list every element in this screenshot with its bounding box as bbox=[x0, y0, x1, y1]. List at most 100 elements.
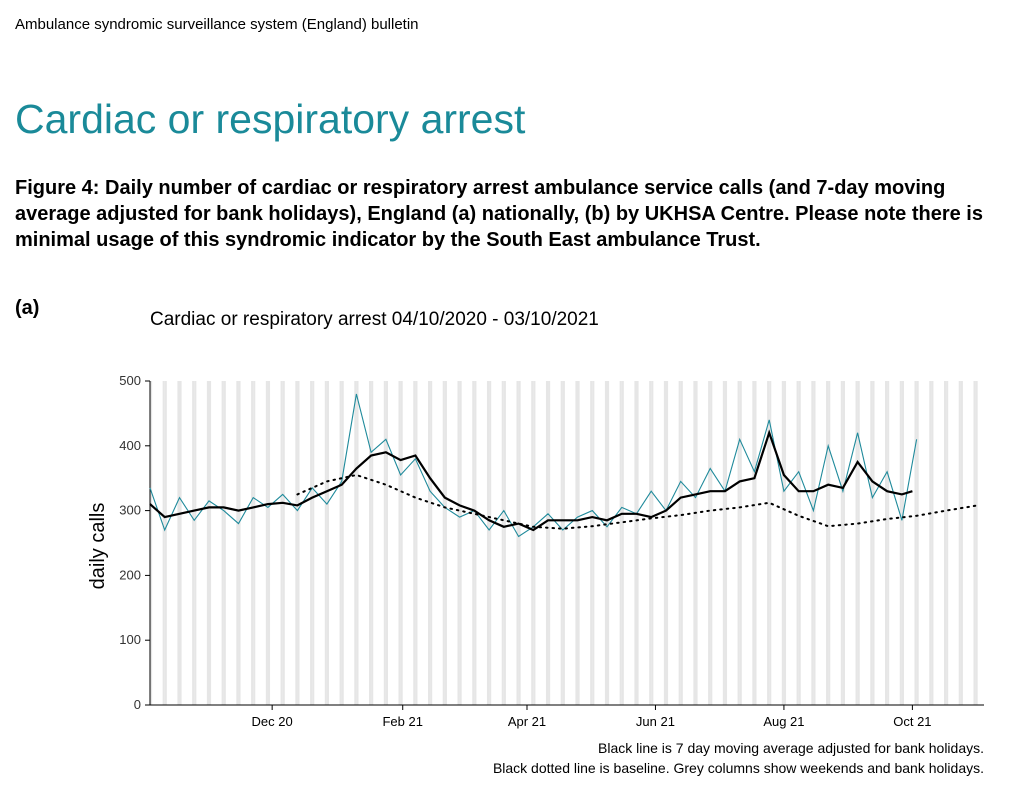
footnote-baseline: Black dotted line is baseline. Grey colu… bbox=[492, 760, 984, 776]
weekend-column bbox=[590, 381, 593, 705]
weekend-column bbox=[192, 381, 195, 705]
weekend-column bbox=[486, 381, 490, 705]
weekend-column bbox=[695, 381, 698, 705]
weekend-column bbox=[604, 381, 608, 705]
weekend-column bbox=[503, 381, 506, 705]
weekend-column bbox=[975, 381, 978, 705]
weekend-column bbox=[295, 381, 298, 705]
y-tick-label: 0 bbox=[134, 697, 141, 712]
weekend-column bbox=[518, 381, 521, 705]
weekend-column bbox=[312, 381, 315, 705]
weekend-column bbox=[442, 381, 445, 705]
y-tick-label: 300 bbox=[119, 503, 141, 518]
weekend-column bbox=[472, 381, 475, 705]
weekend-column bbox=[501, 381, 504, 705]
weekend-column bbox=[238, 381, 241, 705]
weekend-column bbox=[649, 381, 652, 705]
x-tick-label: Apr 21 bbox=[508, 714, 546, 729]
weekend-column bbox=[665, 381, 669, 705]
weekend-column bbox=[798, 381, 801, 705]
weekend-column bbox=[870, 381, 873, 705]
weekend-column bbox=[973, 381, 976, 705]
weekend-column bbox=[943, 381, 947, 705]
weekend-column bbox=[914, 381, 917, 705]
weekend-column bbox=[310, 381, 313, 705]
y-tick-label: 500 bbox=[119, 373, 141, 388]
weekend-column bbox=[324, 381, 327, 705]
series bbox=[149, 393, 979, 538]
x-tick-label: Dec 20 bbox=[252, 714, 293, 729]
weekend-column bbox=[533, 381, 536, 705]
weekend-column bbox=[459, 381, 462, 705]
weekend-column bbox=[297, 381, 300, 705]
weekend-column bbox=[339, 381, 342, 705]
weekend-column bbox=[678, 381, 681, 705]
weekend-column bbox=[267, 381, 271, 705]
weekend-column bbox=[177, 381, 180, 705]
weekend-column bbox=[619, 381, 622, 705]
weekend-column bbox=[489, 381, 492, 705]
weekend-column bbox=[636, 381, 639, 705]
weekend-column bbox=[251, 381, 254, 705]
weekend-column bbox=[265, 381, 268, 705]
figure-caption: Figure 4: Daily number of cardiac or res… bbox=[15, 177, 983, 251]
weekend-column bbox=[548, 381, 551, 705]
weekend-column bbox=[354, 381, 357, 705]
weekend-column bbox=[206, 381, 209, 705]
weekend-column bbox=[607, 381, 610, 705]
weekend-column bbox=[651, 381, 654, 705]
weekend-column bbox=[855, 381, 858, 705]
weekend-column bbox=[946, 381, 949, 705]
weekend-column bbox=[885, 381, 888, 705]
weekend-column bbox=[400, 381, 403, 705]
weekend-column bbox=[916, 381, 919, 705]
weekend-column bbox=[634, 381, 637, 705]
daily-calls-chart: 0 100 200 300 400 500 Dec 20 Feb 21 Apr 21 Jun 21… bbox=[87, 373, 984, 729]
weekend-column bbox=[430, 381, 433, 705]
weekend-column bbox=[813, 381, 816, 705]
weekend-column bbox=[828, 381, 831, 705]
x-tick-label: Oct 21 bbox=[893, 714, 931, 729]
weekend-shading bbox=[150, 381, 978, 705]
weekend-column bbox=[887, 381, 890, 705]
panel-label: (a) bbox=[15, 297, 40, 319]
weekend-column bbox=[796, 381, 799, 705]
y-axis-label: daily calls bbox=[87, 503, 109, 590]
weekend-column bbox=[575, 381, 578, 705]
weekend-column bbox=[931, 381, 934, 705]
weekend-column bbox=[150, 381, 153, 705]
section-title: Cardiac or respiratory arrest bbox=[15, 96, 526, 142]
weekend-column bbox=[516, 381, 519, 705]
weekend-column bbox=[811, 381, 814, 705]
weekend-column bbox=[236, 381, 239, 705]
weekend-column bbox=[960, 381, 963, 705]
weekend-column bbox=[545, 381, 549, 705]
weekend-column bbox=[737, 381, 740, 705]
y-tick-label: 200 bbox=[119, 567, 141, 582]
weekend-column bbox=[341, 381, 344, 705]
weekend-column bbox=[474, 381, 477, 705]
weekend-column bbox=[385, 381, 388, 705]
weekend-column bbox=[781, 381, 784, 705]
chart-title: Cardiac or respiratory arrest 04/10/2020… bbox=[150, 309, 599, 330]
weekend-column bbox=[371, 381, 374, 705]
weekend-column bbox=[531, 381, 534, 705]
weekend-column bbox=[621, 381, 624, 705]
weekend-column bbox=[739, 381, 742, 705]
weekend-column bbox=[826, 381, 829, 705]
weekend-column bbox=[708, 381, 711, 705]
weekend-column bbox=[722, 381, 725, 705]
weekend-column bbox=[562, 381, 565, 705]
weekend-column bbox=[577, 381, 580, 705]
weekend-column bbox=[444, 381, 447, 705]
weekend-column bbox=[415, 381, 418, 705]
weekend-column bbox=[840, 381, 843, 705]
weekend-column bbox=[752, 381, 755, 705]
weekend-column bbox=[457, 381, 460, 705]
weekend-column bbox=[194, 381, 197, 705]
weekend-column bbox=[857, 381, 860, 705]
x-tick-label: Aug 21 bbox=[763, 714, 804, 729]
weekend-column bbox=[769, 381, 772, 705]
weekend-column bbox=[326, 381, 330, 705]
weekend-column bbox=[783, 381, 787, 705]
